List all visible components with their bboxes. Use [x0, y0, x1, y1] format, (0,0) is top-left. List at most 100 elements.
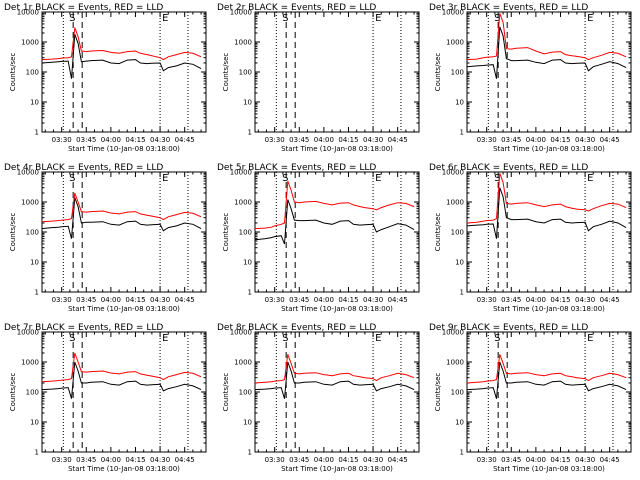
start-marker-label: S: [69, 173, 75, 184]
y-axis-label: Counts/sec: [222, 373, 230, 412]
y-tick-label: 1: [35, 129, 39, 137]
x-tick-label: 04:45: [175, 136, 195, 144]
events-series-line: [41, 34, 202, 79]
x-tick-label: 04:45: [175, 456, 195, 464]
y-axis-label: Counts/sec: [9, 53, 17, 92]
x-tick-label: 04:15: [338, 456, 358, 464]
x-tick-label: 04:45: [600, 136, 620, 144]
start-marker-label: S: [282, 333, 288, 344]
start-marker-label: S: [282, 173, 288, 184]
y-tick-label: 10: [455, 259, 464, 267]
x-tick-label: 04:15: [550, 456, 570, 464]
detector-panel: Det 4r BLACK = Events, RED = LLD 1 10 100 10…: [4, 163, 207, 313]
x-tick-label: 04:15: [125, 296, 145, 304]
y-tick-label: 1: [460, 449, 464, 457]
lld-series-line: [41, 352, 202, 383]
start-marker-label: S: [282, 13, 288, 24]
x-tick-label: 04:30: [575, 136, 595, 144]
y-tick-label: 1000: [234, 359, 252, 367]
x-tick-label: 03:30: [265, 296, 285, 304]
x-tick-label: 04:30: [150, 296, 170, 304]
y-tick-label: 1000: [21, 199, 39, 207]
x-tick-label: 04:45: [600, 456, 620, 464]
y-tick-label: 100: [26, 389, 39, 397]
y-tick-label: 10: [30, 99, 39, 107]
y-axis-label: Counts/sec: [9, 373, 17, 412]
panel-title: Det 1r BLACK = Events, RED = LLD: [4, 3, 163, 13]
end-marker-label: E: [162, 13, 168, 24]
detector-panel: Det 5r BLACK = Events, RED = LLD 1 10 100 10…: [217, 163, 420, 313]
events-series-line: [466, 361, 627, 399]
x-tick-label: 04:00: [101, 136, 121, 144]
start-marker-label: S: [69, 333, 75, 344]
y-tick-label: 100: [26, 229, 39, 237]
y-tick-label: 100: [239, 389, 252, 397]
end-marker-label: E: [587, 173, 593, 184]
y-tick-label: 10000: [442, 329, 464, 337]
x-tick-label: 03:30: [52, 136, 72, 144]
x-tick-label: 04:00: [314, 136, 334, 144]
end-marker-label: E: [587, 13, 593, 24]
x-tick-label: 04:15: [550, 136, 570, 144]
events-series-line: [41, 197, 202, 239]
start-marker-label: S: [494, 173, 500, 184]
x-tick-label: 04:45: [175, 296, 195, 304]
x-tick-label: 04:00: [101, 296, 121, 304]
y-tick-label: 100: [239, 69, 252, 77]
x-tick-label: 04:00: [314, 456, 334, 464]
x-tick-label: 03:30: [477, 456, 497, 464]
x-tick-label: 04:15: [125, 456, 145, 464]
x-axis-label: Start Time (10-Jan-08 03:18:00): [281, 145, 393, 153]
x-tick-label: 04:45: [388, 296, 408, 304]
y-axis-label: Counts/sec: [222, 213, 230, 252]
panel-title: Det 2r BLACK = Events, RED = LLD: [217, 3, 376, 13]
detector-panel: Det 3r BLACK = Events, RED = LLD 1 10 100 10…: [429, 3, 632, 153]
y-tick-label: 10000: [17, 169, 39, 177]
detector-panel: Det 9r BLACK = Events, RED = LLD 1 10 100 10…: [429, 323, 632, 473]
x-tick-label: 04:15: [125, 136, 145, 144]
x-axis-label: Start Time (10-Jan-08 03:18:00): [68, 465, 180, 473]
x-tick-label: 04:00: [314, 296, 334, 304]
panel-title: Det 3r BLACK = Events, RED = LLD: [429, 3, 588, 13]
plot-frame: [254, 11, 420, 133]
x-tick-label: 03:30: [477, 296, 497, 304]
plot-frame: [41, 331, 207, 453]
x-axis-label: Start Time (10-Jan-08 03:18:00): [493, 305, 605, 313]
y-tick-label: 100: [26, 69, 39, 77]
end-marker-label: E: [375, 173, 381, 184]
x-tick-label: 03:30: [52, 456, 72, 464]
x-tick-label: 03:45: [501, 296, 521, 304]
lld-series-line: [41, 27, 202, 61]
events-series-line: [254, 361, 415, 399]
x-tick-label: 03:45: [76, 296, 96, 304]
panel-title: Det 8r BLACK = Events, RED = LLD: [217, 323, 376, 333]
y-tick-label: 1: [248, 289, 252, 297]
y-tick-label: 10: [455, 99, 464, 107]
y-axis-label: Counts/sec: [434, 213, 442, 252]
x-axis-label: Start Time (10-Jan-08 03:18:00): [281, 305, 393, 313]
plot-frame: [466, 11, 632, 133]
panel-title: Det 6r BLACK = Events, RED = LLD: [429, 163, 588, 173]
y-tick-label: 1: [248, 129, 252, 137]
x-tick-label: 04:30: [150, 136, 170, 144]
y-tick-label: 10000: [230, 169, 252, 177]
y-tick-label: 10000: [230, 329, 252, 337]
lld-series-line: [254, 180, 415, 230]
x-axis-label: Start Time (10-Jan-08 03:18:00): [493, 465, 605, 473]
y-tick-label: 1000: [234, 39, 252, 47]
x-tick-label: 03:30: [265, 136, 285, 144]
panel-title: Det 5r BLACK = Events, RED = LLD: [217, 163, 376, 173]
x-axis-label: Start Time (10-Jan-08 03:18:00): [281, 465, 393, 473]
y-tick-label: 100: [451, 389, 464, 397]
y-tick-label: 1000: [234, 199, 252, 207]
x-tick-label: 04:00: [526, 136, 546, 144]
y-axis-label: Counts/sec: [222, 53, 230, 92]
lld-series-line: [254, 354, 415, 384]
x-tick-label: 04:00: [526, 456, 546, 464]
y-tick-label: 1: [248, 449, 252, 457]
end-marker-label: E: [587, 333, 593, 344]
y-tick-label: 10000: [17, 329, 39, 337]
y-tick-label: 1: [35, 449, 39, 457]
y-tick-label: 1000: [446, 199, 464, 207]
